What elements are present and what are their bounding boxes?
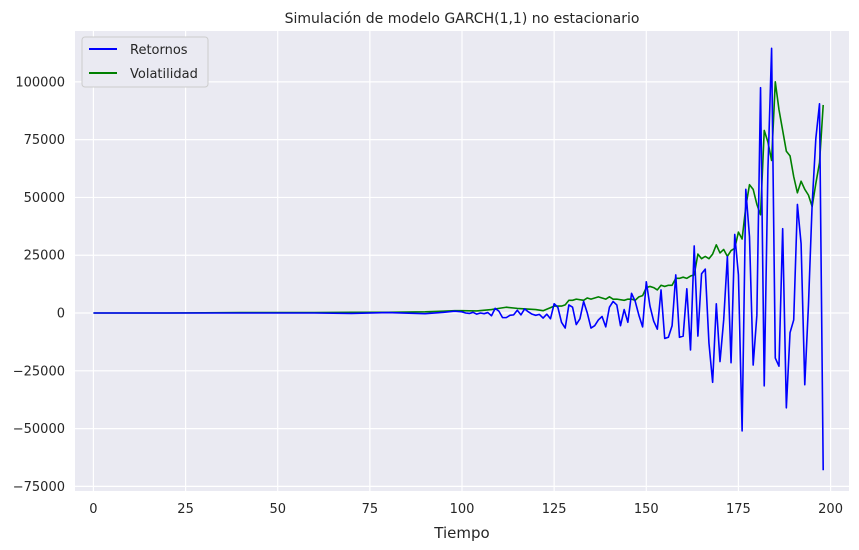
x-tick-label: 25 (177, 502, 194, 517)
grid-lines (75, 31, 849, 491)
series-line-volatilidad (93, 81, 824, 314)
chart-title: Simulación de modelo GARCH(1,1) no estac… (285, 11, 640, 27)
x-tick-label: 125 (542, 502, 567, 517)
x-tick-label: 50 (269, 502, 286, 517)
legend-label-volatilidad: Volatilidad (130, 67, 198, 82)
legend-label-retornos: Retornos (130, 43, 188, 58)
tick-labels: 0 25 50 75 100 125 150 175 200 −75000 −50000 −25000… (13, 75, 843, 517)
x-tick-label: 175 (726, 502, 751, 517)
x-tick-label: 100 (450, 502, 475, 517)
legend: Retornos Volatilidad (81, 36, 209, 88)
y-tick-label: 100000 (15, 75, 65, 90)
x-tick-label: 200 (818, 502, 843, 517)
x-tick-label: 150 (634, 502, 659, 517)
y-tick-label: −50000 (13, 422, 65, 437)
x-tick-label: 75 (362, 502, 379, 517)
x-tick-label: 0 (89, 502, 97, 517)
y-tick-label: 0 (57, 307, 65, 322)
y-tick-label: 25000 (24, 249, 65, 264)
y-tick-label: −25000 (13, 364, 65, 379)
series-layer (93, 47, 824, 471)
x-axis-label: Tiempo (433, 524, 489, 542)
y-tick-label: 75000 (24, 133, 65, 148)
y-tick-label: 50000 (24, 191, 65, 206)
series-line-retornos (93, 47, 824, 471)
y-tick-label: −75000 (13, 480, 65, 495)
